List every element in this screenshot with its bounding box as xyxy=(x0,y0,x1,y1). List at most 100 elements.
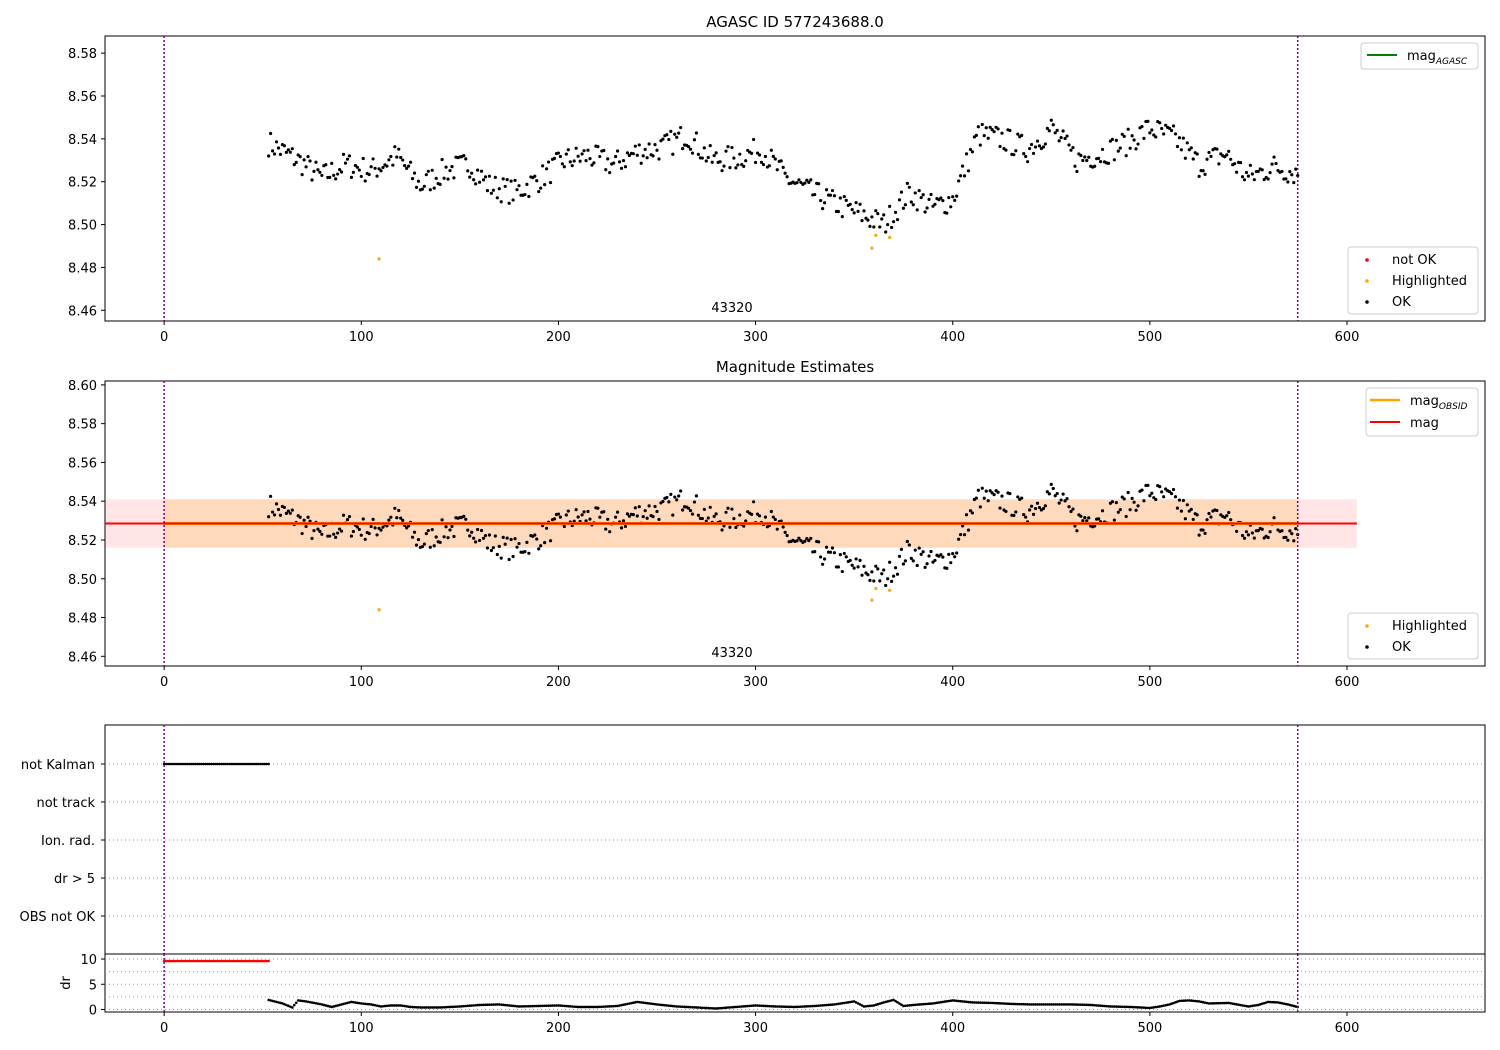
ok-point xyxy=(1162,132,1166,136)
dr-point xyxy=(890,999,893,1002)
dr-capped-point xyxy=(186,959,190,963)
ok-point xyxy=(278,513,283,517)
ok-point xyxy=(655,148,659,152)
ok-point xyxy=(639,161,643,165)
dr-point xyxy=(1075,1003,1079,1006)
ok-point xyxy=(669,492,673,497)
dr-point xyxy=(401,1004,404,1008)
dr-point xyxy=(984,1001,988,1005)
dr-point xyxy=(1024,1002,1027,1006)
ok-point xyxy=(919,195,923,200)
legend-ok-marker xyxy=(1365,300,1369,304)
dr-capped-point xyxy=(255,959,259,963)
dr-point xyxy=(872,1004,876,1007)
highlighted-point xyxy=(888,235,892,240)
dr-point xyxy=(722,1006,726,1010)
ok-point xyxy=(990,127,994,132)
legend-highlighted-label: Highlighted xyxy=(1392,274,1467,289)
x-tick-label: 0 xyxy=(160,1021,168,1036)
ok-point xyxy=(1201,528,1205,532)
dr-point xyxy=(464,1004,468,1008)
dr-point xyxy=(482,1003,485,1007)
dr-point xyxy=(992,1001,996,1005)
dr-point xyxy=(929,1002,933,1005)
ok-point xyxy=(771,154,775,158)
dr-point xyxy=(1174,1001,1177,1004)
agasc-panel: AGASC ID 577243688.0 0 100 200 300 400 500 600… xyxy=(68,13,1486,345)
ok-point xyxy=(641,154,645,158)
dr-point xyxy=(986,1001,990,1005)
ok-point xyxy=(1045,490,1049,494)
dr-capped-point xyxy=(239,959,243,963)
dr-point xyxy=(570,1005,574,1008)
dr-point xyxy=(900,1003,903,1007)
ok-point xyxy=(1114,138,1118,142)
ok-point xyxy=(1110,137,1114,142)
ok-point xyxy=(505,177,509,182)
highlighted-point xyxy=(888,588,892,592)
dr-point xyxy=(665,1004,669,1007)
dr-point xyxy=(732,1005,736,1009)
dr-point xyxy=(314,1002,318,1005)
dr-point xyxy=(841,1001,844,1005)
ok-point xyxy=(1120,132,1124,136)
ok-point xyxy=(724,510,728,514)
ok-point xyxy=(803,539,807,543)
x-tick-label: 100 xyxy=(349,675,374,690)
dr-point xyxy=(1146,1006,1150,1010)
dr-point xyxy=(939,1000,943,1004)
flag-point xyxy=(182,762,186,766)
dr-point xyxy=(1176,1000,1179,1003)
flag-point xyxy=(227,762,231,766)
ok-point xyxy=(813,192,817,197)
ok-point xyxy=(1189,507,1193,511)
ok-point xyxy=(572,159,576,163)
ok-point xyxy=(403,163,407,168)
ok-point xyxy=(401,518,405,522)
ok-point xyxy=(533,174,537,178)
ok-point xyxy=(466,528,470,532)
dr-point xyxy=(1012,1002,1016,1006)
dr-point xyxy=(639,1001,643,1004)
dr-point xyxy=(503,1003,507,1007)
ok-point xyxy=(714,151,718,155)
ok-point xyxy=(379,169,383,173)
ok-point xyxy=(330,161,334,166)
ok-point xyxy=(1069,148,1073,152)
ok-point xyxy=(763,154,768,159)
dr-point xyxy=(772,1005,775,1008)
dr-point xyxy=(931,1002,935,1005)
ok-point xyxy=(535,179,539,183)
dr-point xyxy=(1040,1003,1043,1006)
dr-point xyxy=(1180,999,1183,1003)
ok-point xyxy=(1024,515,1028,519)
ok-point xyxy=(763,515,768,519)
dr-point xyxy=(494,1003,497,1006)
ok-point xyxy=(1294,167,1298,171)
ok-point xyxy=(968,509,973,513)
ok-point xyxy=(1290,532,1294,536)
y-tick-label: 8.48 xyxy=(68,612,97,627)
ok-point xyxy=(1288,170,1292,174)
ok-point xyxy=(1205,157,1209,161)
ok-point xyxy=(868,578,872,582)
dr-point xyxy=(1249,1004,1252,1008)
dr-point xyxy=(320,1003,324,1006)
dr-point xyxy=(708,1006,712,1010)
ok-point xyxy=(750,151,754,155)
ok-point xyxy=(1061,492,1065,496)
flag-point xyxy=(220,762,223,766)
ok-point xyxy=(1250,172,1254,176)
magnitude-vlines xyxy=(163,381,1299,666)
ok-point xyxy=(272,152,277,156)
dr-point xyxy=(691,1005,694,1009)
ok-point xyxy=(830,188,835,193)
ok-point xyxy=(925,562,929,566)
ok-point xyxy=(1081,519,1085,523)
dr-capped-point xyxy=(202,959,205,963)
dr-point xyxy=(622,1003,625,1007)
dr-point xyxy=(1059,1003,1063,1006)
ok-point xyxy=(927,197,931,202)
dr-capped-point xyxy=(251,959,255,963)
